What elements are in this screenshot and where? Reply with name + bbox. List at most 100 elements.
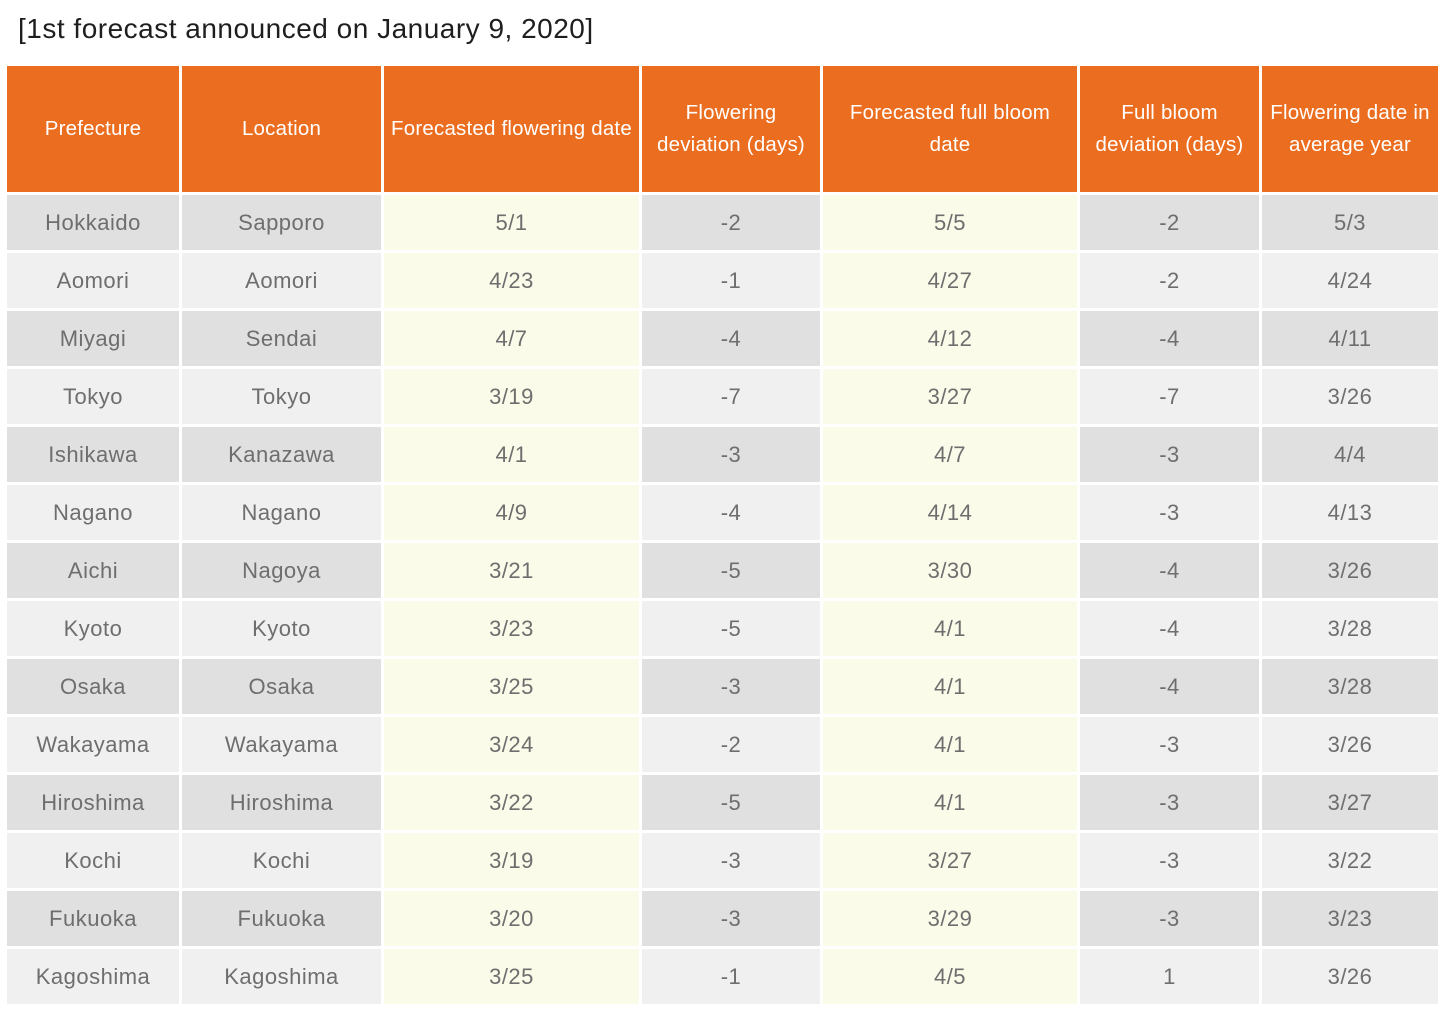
cell-location: Kanazawa (182, 427, 381, 482)
cell-flowering_date_in_average_year: 3/28 (1262, 659, 1438, 714)
cell-flowering_deviation_days: -1 (642, 949, 820, 1004)
cell-flowering_date_in_average_year: 3/23 (1262, 891, 1438, 946)
cell-location: Wakayama (182, 717, 381, 772)
cell-location: Nagano (182, 485, 381, 540)
table-row: Aomori Aomori 4/23 -1 4/27 -2 4/24 (7, 253, 1438, 308)
cell-prefecture: Ishikawa (7, 427, 179, 482)
cell-location: Fukuoka (182, 891, 381, 946)
cell-full_bloom_deviation_days: -4 (1080, 543, 1259, 598)
cell-location: Hiroshima (182, 775, 381, 830)
cell-full_bloom_deviation_days: -2 (1080, 253, 1259, 308)
cell-location: Osaka (182, 659, 381, 714)
cell-flowering_deviation_days: -4 (642, 311, 820, 366)
cell-flowering_deviation_days: -7 (642, 369, 820, 424)
cell-forecasted_full_bloom_date: 4/1 (823, 601, 1077, 656)
column-header-flowering_deviation_days: Flowering deviation (days) (642, 66, 820, 192)
cell-forecasted_full_bloom_date: 4/1 (823, 717, 1077, 772)
cell-forecasted_flowering_date: 3/25 (384, 949, 639, 1004)
cell-prefecture: Aichi (7, 543, 179, 598)
cell-location: Aomori (182, 253, 381, 308)
column-header-forecasted_full_bloom_date: Forecasted full bloom date (823, 66, 1077, 192)
table-row: Osaka Osaka 3/25 -3 4/1 -4 3/28 (7, 659, 1438, 714)
cell-prefecture: Osaka (7, 659, 179, 714)
cell-location: Tokyo (182, 369, 381, 424)
cell-forecasted_full_bloom_date: 4/1 (823, 659, 1077, 714)
cell-forecasted_full_bloom_date: 5/5 (823, 195, 1077, 250)
cell-location: Kyoto (182, 601, 381, 656)
table-row: Miyagi Sendai 4/7 -4 4/12 -4 4/11 (7, 311, 1438, 366)
table-row: Nagano Nagano 4/9 -4 4/14 -3 4/13 (7, 485, 1438, 540)
cell-forecasted_flowering_date: 4/23 (384, 253, 639, 308)
cell-full_bloom_deviation_days: -4 (1080, 659, 1259, 714)
column-header-forecasted_flowering_date: Forecasted flowering date (384, 66, 639, 192)
cell-flowering_date_in_average_year: 3/26 (1262, 949, 1438, 1004)
cell-flowering_deviation_days: -3 (642, 891, 820, 946)
cell-forecasted_flowering_date: 4/9 (384, 485, 639, 540)
cell-full_bloom_deviation_days: -3 (1080, 891, 1259, 946)
cell-full_bloom_deviation_days: -2 (1080, 195, 1259, 250)
page-title: [1st forecast announced on January 9, 20… (18, 13, 594, 44)
cell-prefecture: Kochi (7, 833, 179, 888)
cell-flowering_deviation_days: -3 (642, 659, 820, 714)
cell-forecasted_flowering_date: 3/25 (384, 659, 639, 714)
cell-forecasted_flowering_date: 3/19 (384, 369, 639, 424)
cell-forecasted_flowering_date: 3/23 (384, 601, 639, 656)
table-header-row: Prefecture Location Forecasted flowering d… (7, 66, 1438, 192)
cell-full_bloom_deviation_days: 1 (1080, 949, 1259, 1004)
cell-full_bloom_deviation_days: -4 (1080, 601, 1259, 656)
cell-location: Kochi (182, 833, 381, 888)
cell-forecasted_full_bloom_date: 4/5 (823, 949, 1077, 1004)
cell-full_bloom_deviation_days: -7 (1080, 369, 1259, 424)
cell-flowering_deviation_days: -3 (642, 427, 820, 482)
cell-forecasted_flowering_date: 5/1 (384, 195, 639, 250)
cell-full_bloom_deviation_days: -3 (1080, 833, 1259, 888)
cell-flowering_deviation_days: -3 (642, 833, 820, 888)
column-header-flowering_date_in_average_year: Flowering date in average year (1262, 66, 1438, 192)
cell-location: Sapporo (182, 195, 381, 250)
table-row: Wakayama Wakayama 3/24 -2 4/1 -3 3/26 (7, 717, 1438, 772)
cell-forecasted_full_bloom_date: 4/14 (823, 485, 1077, 540)
cell-prefecture: Kyoto (7, 601, 179, 656)
cell-location: Nagoya (182, 543, 381, 598)
cell-forecasted_full_bloom_date: 3/29 (823, 891, 1077, 946)
cell-location: Kagoshima (182, 949, 381, 1004)
cell-flowering_date_in_average_year: 4/4 (1262, 427, 1438, 482)
table-row: Kagoshima Kagoshima 3/25 -1 4/5 1 3/26 (7, 949, 1438, 1004)
cell-flowering_date_in_average_year: 3/28 (1262, 601, 1438, 656)
cell-forecasted_full_bloom_date: 4/7 (823, 427, 1077, 482)
cell-flowering_date_in_average_year: 3/22 (1262, 833, 1438, 888)
cell-forecasted_flowering_date: 3/20 (384, 891, 639, 946)
cell-forecasted_flowering_date: 3/22 (384, 775, 639, 830)
cell-full_bloom_deviation_days: -3 (1080, 427, 1259, 482)
cell-forecasted_full_bloom_date: 4/12 (823, 311, 1077, 366)
table-row: Hiroshima Hiroshima 3/22 -5 4/1 -3 3/27 (7, 775, 1438, 830)
table-row: Fukuoka Fukuoka 3/20 -3 3/29 -3 3/23 (7, 891, 1438, 946)
cell-prefecture: Nagano (7, 485, 179, 540)
cell-flowering_date_in_average_year: 5/3 (1262, 195, 1438, 250)
cell-prefecture: Wakayama (7, 717, 179, 772)
cell-prefecture: Tokyo (7, 369, 179, 424)
column-header-location: Location (182, 66, 381, 192)
table-row: Hokkaido Sapporo 5/1 -2 5/5 -2 5/3 (7, 195, 1438, 250)
table-row: Aichi Nagoya 3/21 -5 3/30 -4 3/26 (7, 543, 1438, 598)
cell-prefecture: Hiroshima (7, 775, 179, 830)
table-row: Kyoto Kyoto 3/23 -5 4/1 -4 3/28 (7, 601, 1438, 656)
cell-flowering_date_in_average_year: 3/26 (1262, 369, 1438, 424)
cell-forecasted_full_bloom_date: 3/27 (823, 833, 1077, 888)
cell-flowering_date_in_average_year: 3/26 (1262, 717, 1438, 772)
table-body: Hokkaido Sapporo 5/1 -2 5/5 -2 5/3 Aomori Aomori… (7, 195, 1438, 1004)
cell-flowering_date_in_average_year: 3/26 (1262, 543, 1438, 598)
cell-prefecture: Kagoshima (7, 949, 179, 1004)
cell-flowering_deviation_days: -4 (642, 485, 820, 540)
cell-full_bloom_deviation_days: -4 (1080, 311, 1259, 366)
table-row: Tokyo Tokyo 3/19 -7 3/27 -7 3/26 (7, 369, 1438, 424)
cell-forecasted_flowering_date: 3/24 (384, 717, 639, 772)
cell-flowering_deviation_days: -2 (642, 195, 820, 250)
cell-prefecture: Miyagi (7, 311, 179, 366)
cell-forecasted_flowering_date: 3/19 (384, 833, 639, 888)
cell-prefecture: Aomori (7, 253, 179, 308)
cell-forecasted_full_bloom_date: 3/27 (823, 369, 1077, 424)
cell-forecasted_flowering_date: 4/7 (384, 311, 639, 366)
cell-flowering_date_in_average_year: 4/24 (1262, 253, 1438, 308)
